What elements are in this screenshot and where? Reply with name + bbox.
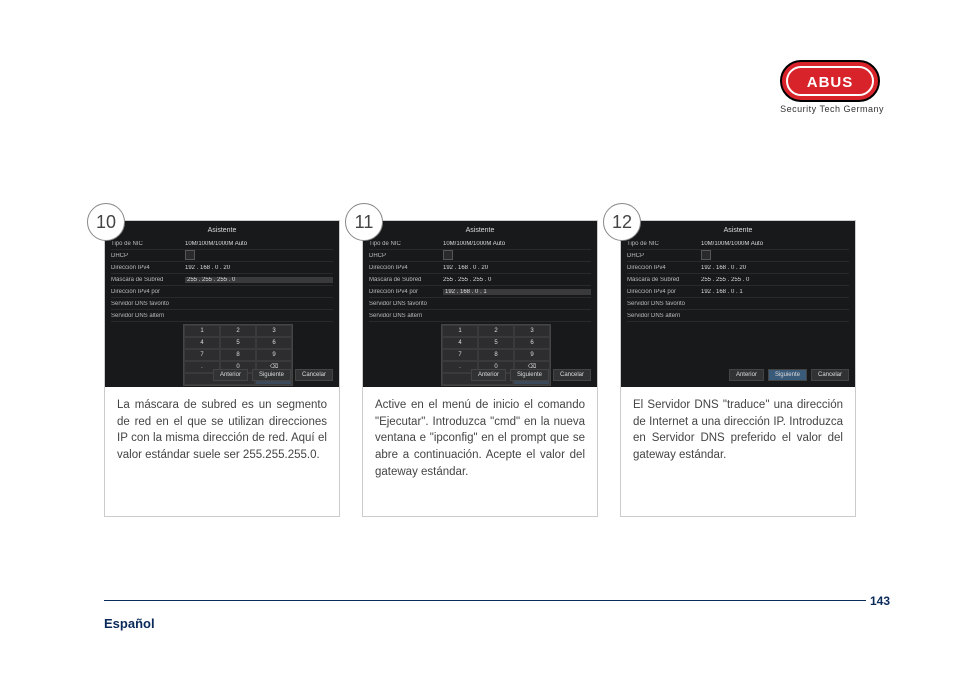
- wizard-title: Asistente: [363, 221, 597, 238]
- keypad-key[interactable]: 4: [442, 337, 478, 349]
- device-screenshot: AsistenteTipo de NIC10M/100M/1000M AutoD…: [363, 221, 597, 387]
- wizard-buttons: Anterior Siguiente Cancelar: [729, 369, 849, 381]
- prev-button[interactable]: Anterior: [471, 369, 506, 381]
- keypad-key[interactable]: 6: [256, 337, 292, 349]
- language-label: Español: [104, 616, 155, 631]
- keypad-key[interactable]: 6: [514, 337, 550, 349]
- step-caption: La máscara de subred es un segmento de r…: [105, 387, 339, 516]
- keypad-key[interactable]: 5: [220, 337, 256, 349]
- wizard-buttons: Anterior Siguiente Cancelar: [471, 369, 591, 381]
- keypad-key[interactable]: 2: [220, 325, 256, 337]
- keypad-key[interactable]: 9: [256, 349, 292, 361]
- panels-row: 10AsistenteTipo de NIC10M/100M/1000M Aut…: [104, 220, 856, 517]
- svg-text:ABUS: ABUS: [807, 74, 854, 91]
- keypad-key[interactable]: 7: [184, 349, 220, 361]
- keypad-key[interactable]: 8: [478, 349, 514, 361]
- step-panel: 10AsistenteTipo de NIC10M/100M/1000M Aut…: [104, 220, 340, 517]
- keypad-key[interactable]: 2: [478, 325, 514, 337]
- prev-button[interactable]: Anterior: [729, 369, 764, 381]
- footer-rule: [104, 600, 894, 601]
- keypad-key[interactable]: 7: [442, 349, 478, 361]
- next-button[interactable]: Siguiente: [252, 369, 291, 381]
- step-panel: 12AsistenteTipo de NIC10M/100M/1000M Aut…: [620, 220, 856, 517]
- device-screenshot: AsistenteTipo de NIC10M/100M/1000M AutoD…: [105, 221, 339, 387]
- network-fields: Tipo de NIC10M/100M/1000M AutoDHCPDirecc…: [105, 238, 339, 322]
- step-number: 12: [603, 203, 641, 241]
- keypad-key[interactable]: 4: [184, 337, 220, 349]
- step-number: 10: [87, 203, 125, 241]
- cancel-button[interactable]: Cancelar: [295, 369, 333, 381]
- step-number: 11: [345, 203, 383, 241]
- wizard-buttons: Anterior Siguiente Cancelar: [213, 369, 333, 381]
- cancel-button[interactable]: Cancelar: [811, 369, 849, 381]
- brand-logo: ABUS Security Tech Germany: [780, 60, 884, 114]
- next-button[interactable]: Siguiente: [768, 369, 807, 381]
- keypad-key[interactable]: 3: [514, 325, 550, 337]
- network-fields: Tipo de NIC10M/100M/1000M AutoDHCPDirecc…: [621, 238, 855, 322]
- prev-button[interactable]: Anterior: [213, 369, 248, 381]
- keypad-key[interactable]: 5: [478, 337, 514, 349]
- network-fields: Tipo de NIC10M/100M/1000M AutoDHCPDirecc…: [363, 238, 597, 322]
- cancel-button[interactable]: Cancelar: [553, 369, 591, 381]
- step-panel: 11AsistenteTipo de NIC10M/100M/1000M Aut…: [362, 220, 598, 517]
- wizard-title: Asistente: [105, 221, 339, 238]
- step-caption: Active en el menú de inicio el comando "…: [363, 387, 597, 516]
- device-screenshot: AsistenteTipo de NIC10M/100M/1000M AutoD…: [621, 221, 855, 387]
- keypad-key[interactable]: 9: [514, 349, 550, 361]
- next-button[interactable]: Siguiente: [510, 369, 549, 381]
- keypad-key[interactable]: 3: [256, 325, 292, 337]
- page-number: 143: [866, 594, 894, 608]
- keypad-key[interactable]: 1: [442, 325, 478, 337]
- keypad-key[interactable]: 8: [220, 349, 256, 361]
- keypad-key[interactable]: 1: [184, 325, 220, 337]
- step-caption: El Servidor DNS "traduce" una dirección …: [621, 387, 855, 516]
- wizard-title: Asistente: [621, 221, 855, 238]
- brand-tagline: Security Tech Germany: [780, 104, 884, 114]
